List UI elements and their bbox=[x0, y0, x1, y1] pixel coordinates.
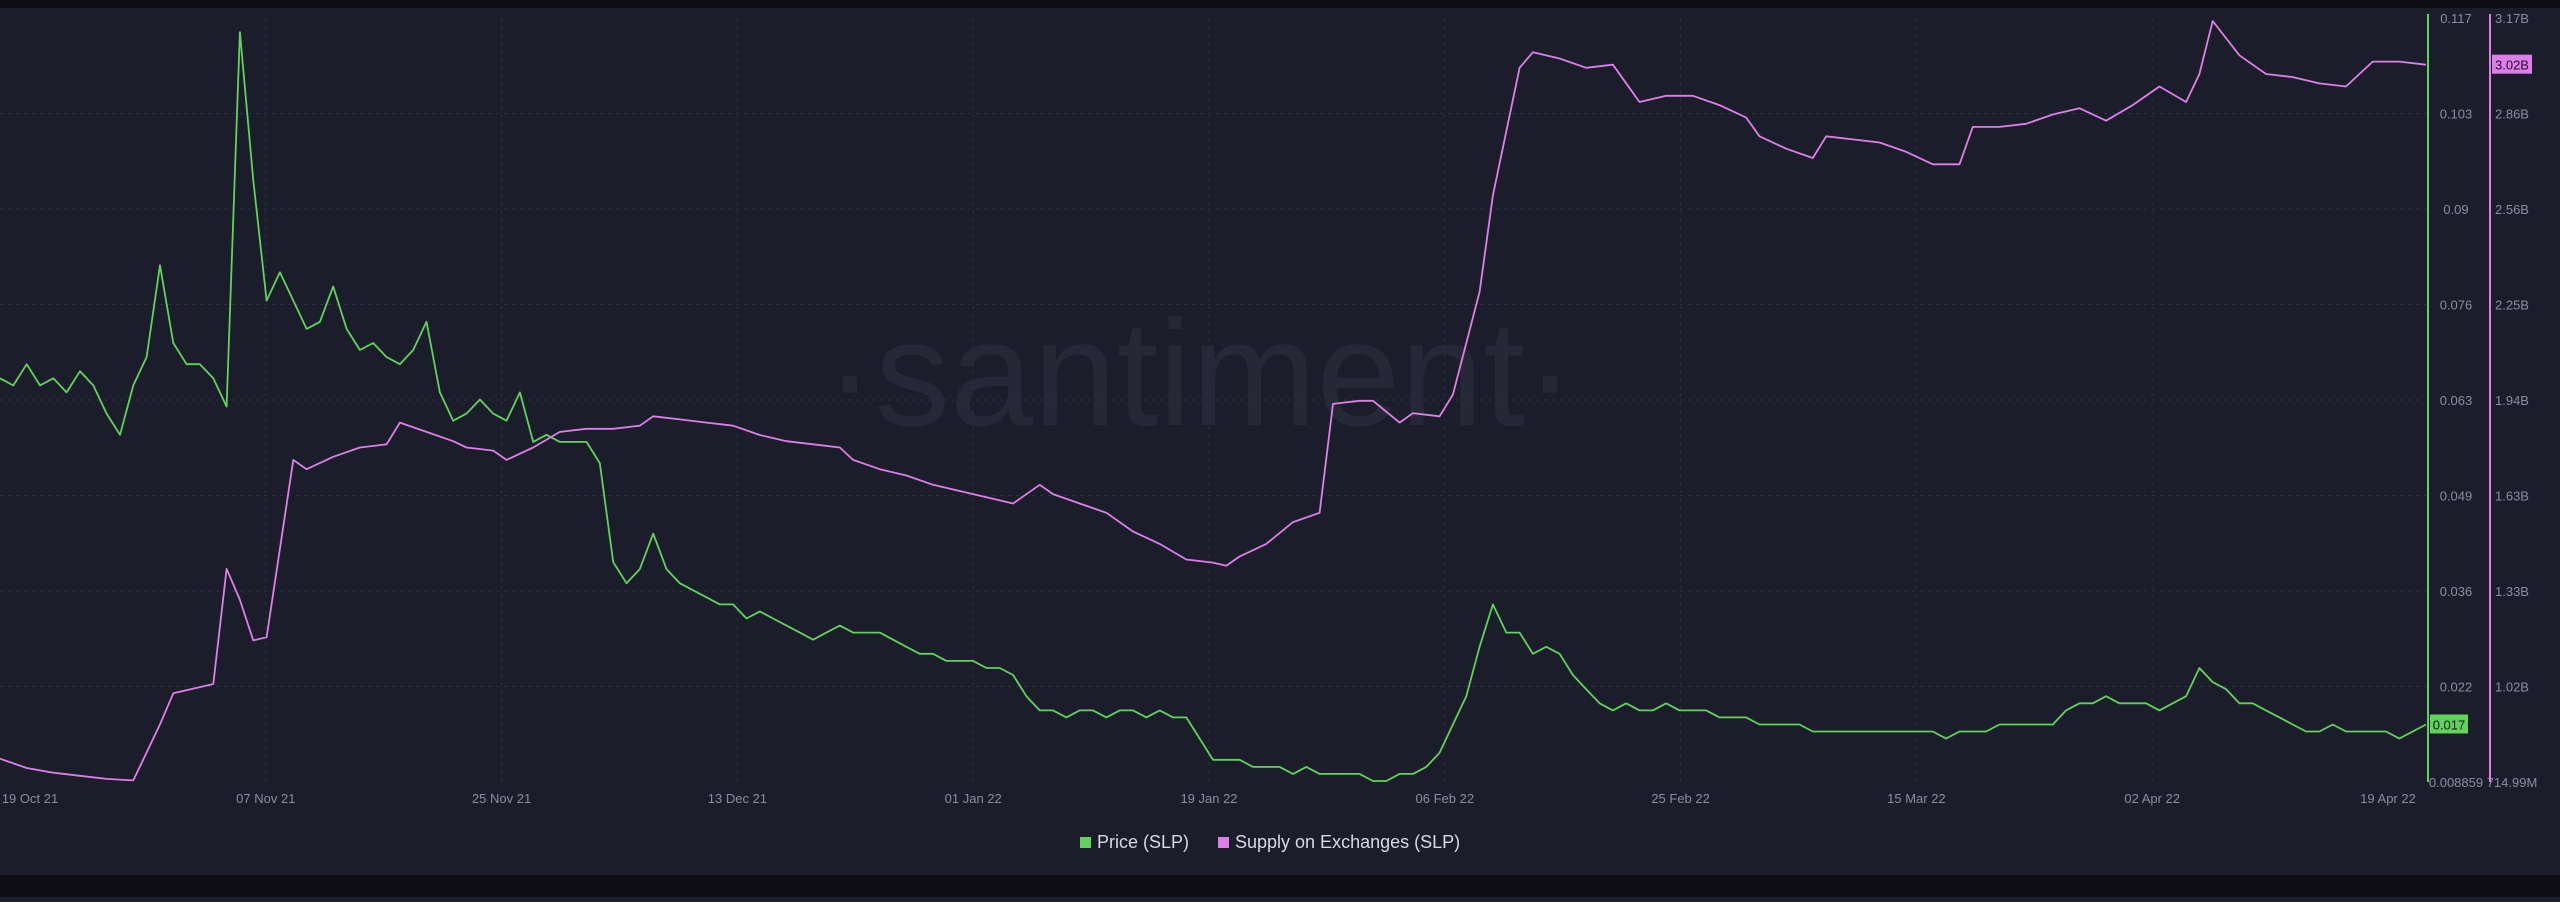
price-axis-tick-label: 0.022 bbox=[2440, 680, 2473, 695]
chart-legend[interactable]: Price (SLP) Supply on Exchanges (SLP) bbox=[1080, 832, 1460, 852]
legend-label: Supply on Exchanges (SLP) bbox=[1235, 832, 1460, 852]
price-axis-tick-label: 0.076 bbox=[2440, 298, 2473, 313]
price-axis-tick-label: 0.036 bbox=[2440, 584, 2473, 599]
x-tick-label: 13 Dec 21 bbox=[708, 791, 767, 806]
supply-axis-tick-label: 2.25B bbox=[2495, 298, 2529, 313]
supply-axis-tick-label: 2.86B bbox=[2495, 107, 2529, 122]
price-axis-tick-label: 0.117 bbox=[2440, 11, 2472, 26]
price-axis-tick-label: 0.049 bbox=[2440, 489, 2473, 504]
x-tick-label: 19 Jan 22 bbox=[1180, 791, 1237, 806]
supply-axis-tick-label: 2.56B bbox=[2495, 202, 2529, 217]
legend-swatch bbox=[1080, 837, 1091, 848]
supply-axis-tick-label: 1.94B bbox=[2495, 393, 2529, 408]
price-axis-tick-label: 0.103 bbox=[2440, 107, 2473, 122]
x-tick-label: 15 Mar 22 bbox=[1887, 791, 1946, 806]
supply-axis-tick-label: 714.99M bbox=[2487, 775, 2538, 790]
price-axis-tick-label: 0.09 bbox=[2443, 202, 2468, 217]
axes: 19 Oct 21 07 Nov 21 25 Nov 21 13 Dec 21 01 J… bbox=[2, 11, 2537, 806]
frame-top bbox=[0, 0, 2560, 8]
santiment-watermark: ·santiment· bbox=[825, 289, 1575, 457]
price-axis-tick-label: 0.008859 bbox=[2429, 775, 2483, 790]
value-labels: 0.017 3.02B bbox=[2430, 54, 2532, 734]
x-tick-label: 25 Feb 22 bbox=[1651, 791, 1710, 806]
supply-axis-tick-label: 3.17B bbox=[2495, 11, 2529, 26]
x-tick-label: 19 Apr 22 bbox=[2360, 791, 2416, 806]
x-tick-label: 06 Feb 22 bbox=[1416, 791, 1475, 806]
legend-item-supply[interactable]: Supply on Exchanges (SLP) bbox=[1218, 832, 1460, 852]
series-lines bbox=[0, 20, 2427, 782]
price-current-value: 0.017 bbox=[2433, 717, 2466, 732]
legend-label: Price (SLP) bbox=[1097, 832, 1189, 852]
supply-axis-tick-label: 1.02B bbox=[2495, 680, 2529, 695]
x-tick-label: 07 Nov 21 bbox=[236, 791, 295, 806]
supply-axis-tick-label: 1.33B bbox=[2495, 584, 2529, 599]
price-axis-tick-label: 0.063 bbox=[2440, 393, 2473, 408]
x-tick-label: 01 Jan 22 bbox=[945, 791, 1002, 806]
supply-current-value-tag bbox=[2492, 54, 2532, 74]
legend-swatch bbox=[1218, 837, 1229, 848]
supply-current-value: 3.02B bbox=[2495, 58, 2529, 73]
supply-axis-tick-label: 1.63B bbox=[2495, 489, 2529, 504]
x-tick-label: 25 Nov 21 bbox=[472, 791, 531, 806]
price-current-value-tag bbox=[2430, 714, 2468, 734]
x-tick-label: 19 Oct 21 bbox=[2, 791, 58, 806]
frame-bottom bbox=[0, 875, 2560, 897]
legend-item-price[interactable]: Price (SLP) bbox=[1080, 832, 1189, 852]
x-tick-label: 02 Apr 22 bbox=[2124, 791, 2180, 806]
supply-line bbox=[0, 20, 2427, 782]
price-line bbox=[0, 31, 2427, 782]
